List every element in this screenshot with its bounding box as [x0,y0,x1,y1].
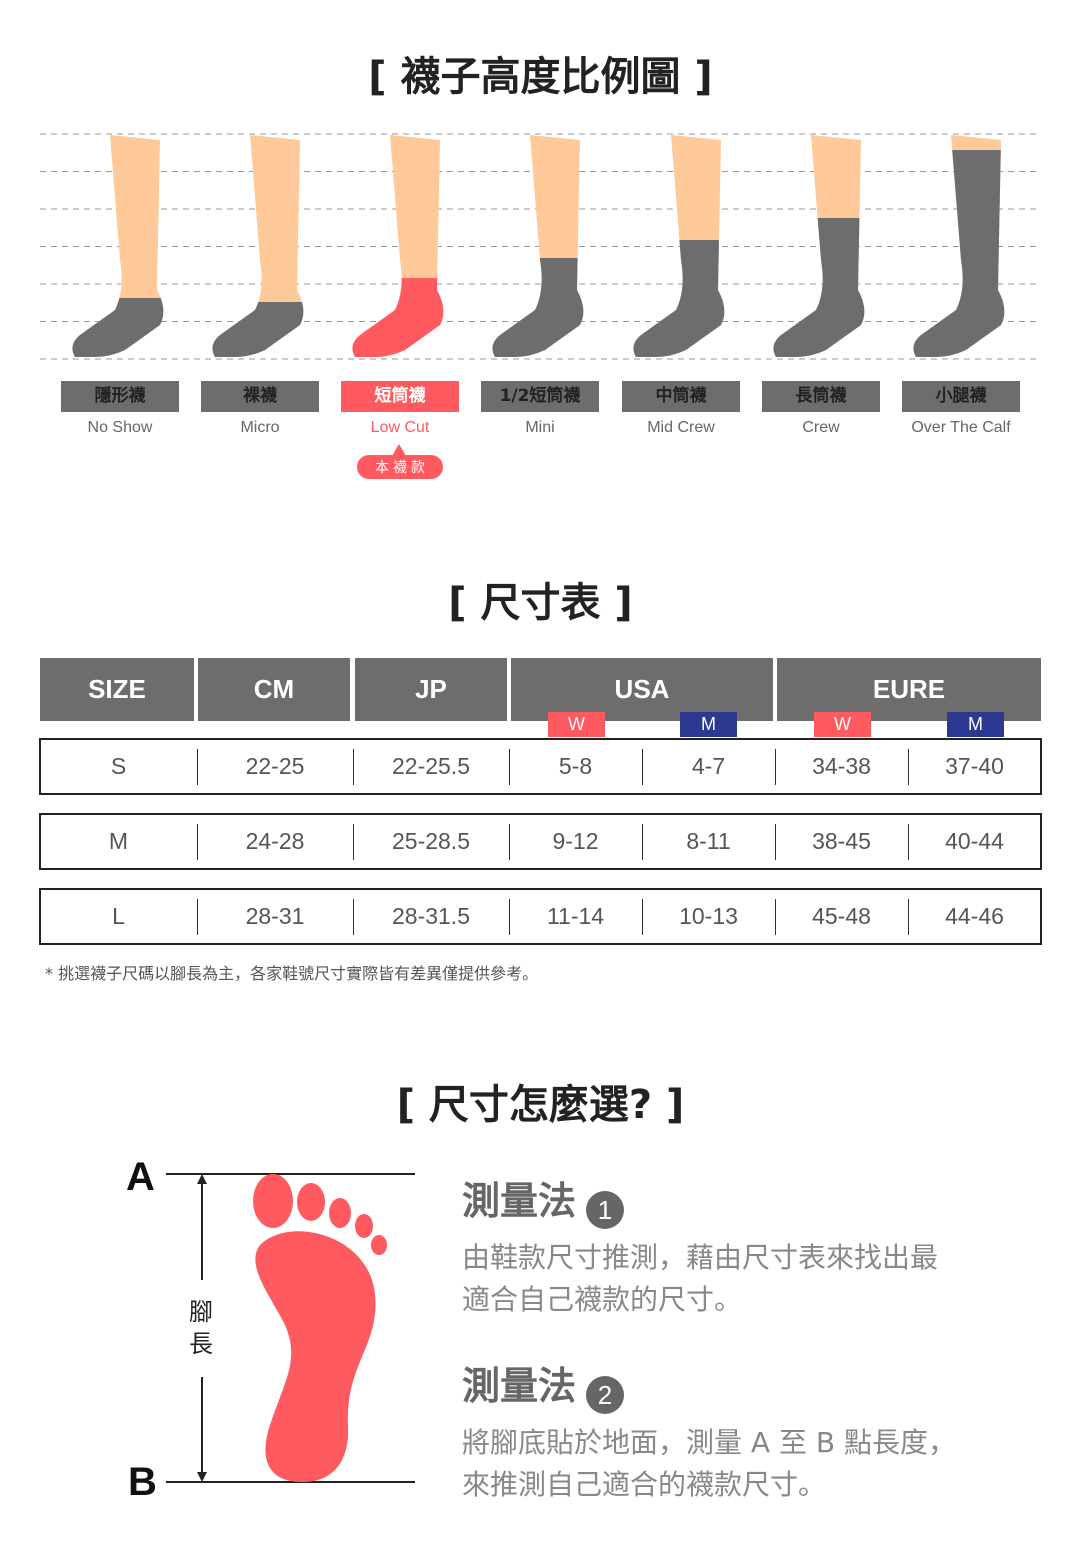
sock-icon [773,218,865,357]
sock-icon [492,258,584,357]
sock-type-4: 中筒襪 [622,381,740,412]
current-style-badge: 本 襪 款 [357,455,443,479]
size-cell: 45-48 [812,903,871,929]
cell-divider [908,824,909,860]
number-badge: 2 [586,1375,625,1414]
leg-icon [212,135,304,357]
usa-men-badge: M [680,712,737,737]
method-text: 來推測自己適合的襪款尺寸。 [462,1467,827,1501]
sock-height-title: [ 襪子高度比例圖 ] [368,54,713,100]
eure-women-badge: W [814,712,871,737]
sock-icon [633,240,725,357]
size-row: S 22-25 22-25.5 5-8 4-7 34-38 37-40 [39,738,1042,795]
header-jp: JP [355,658,507,721]
method-1: 測量法 1 由鞋款尺寸推測，藉由尺寸表來找出最 適合自己襪款的尺寸。 [462,1170,938,1321]
cell-divider [775,899,776,935]
size-cell: 38-45 [812,828,871,854]
sock-type-6: 小腿襪 [902,381,1020,412]
sock-type-0: 隱形襪 [61,381,179,412]
size-cell: 11-14 [546,903,605,929]
cell-divider [353,899,354,935]
cell-divider [197,749,198,785]
size-cell: 40-44 [945,828,1004,854]
header-usa: USA [511,658,773,721]
size-cell: 8-11 [686,828,731,854]
size-cell: 9-12 [552,828,599,854]
point-b-label: B [128,1460,157,1504]
sock-icon [913,150,1005,357]
cell-divider [353,824,354,860]
cell-divider [509,749,510,785]
sock-type-en-2: Low Cut [370,419,430,436]
size-cell: 25-28.5 [391,828,470,854]
size-cell: 10-13 [679,903,738,929]
sock-type-en-3: Mini [525,419,555,436]
size-cell: 4-7 [691,753,726,779]
cell-divider [197,824,198,860]
eure-men-badge: M [947,712,1004,737]
cell-divider [775,749,776,785]
size-cell: L [112,903,125,929]
point-a-label: A [126,1155,155,1199]
size-cell: 28-31 [245,903,305,929]
cell-divider [642,749,643,785]
size-cell: 22-25 [245,753,305,779]
cell-divider [775,824,776,860]
sock-icon [212,302,304,357]
method-2: 測量法 2 將腳底貼於地面，測量 A 至 B 點長度， 來推測自己適合的襪款尺寸。 [462,1355,956,1506]
size-cell: 5-8 [558,753,593,779]
header-eure: EURE [777,658,1041,721]
sock-type-1: 裸襪 [201,381,319,412]
cell-divider [908,899,909,935]
sock-icon [72,298,164,357]
size-cell: 24-28 [245,828,305,854]
sock-type-5: 長筒襪 [762,381,880,412]
method-text: 由鞋款尺寸推測，藉由尺寸表來找出最 [462,1240,939,1274]
pointer-arrow [392,444,406,456]
cell-divider [908,749,909,785]
footprint-icon [253,1174,387,1483]
size-cell: M [108,828,129,854]
size-cell: 22-25.5 [391,753,470,779]
how-to-choose-title: [ 尺寸怎麼選? ] [396,1082,685,1128]
cell-divider [197,899,198,935]
sock-type-en-4: Mid Crew [647,419,715,436]
cell-divider [642,899,643,935]
size-chart-title: [ 尺寸表 ] [448,580,633,626]
cell-divider [509,824,510,860]
method-text: 適合自己襪款的尺寸。 [462,1282,743,1316]
sock-type-2: 短筒襪 [341,381,459,412]
cell-divider [353,749,354,785]
header-size: SIZE [40,658,194,721]
size-cell: S [110,753,127,779]
foot-length-label: 腳長 [189,1298,213,1358]
cell-divider [509,899,510,935]
size-row: L 28-31 28-31.5 11-14 10-13 45-48 44-46 [39,888,1042,945]
sock-type-3: 1/2短筒襪 [481,381,599,412]
sock-icon [352,278,444,357]
sock-type-en-0: No Show [87,419,153,436]
cell-divider [642,824,643,860]
size-cell: 34-38 [812,753,871,779]
usa-women-badge: W [548,712,605,737]
sock-height-illustration [40,133,1041,360]
size-cell: 37-40 [945,753,1004,779]
foot-diagram [166,1173,415,1483]
method-title: 測量法 [462,1179,577,1223]
size-row: M 24-28 25-28.5 9-12 8-11 38-45 40-44 [39,813,1042,870]
sock-type-en-1: Micro [240,419,280,436]
sock-type-en-5: Crew [802,419,840,436]
number-badge: 1 [586,1190,625,1229]
size-cell: 28-31.5 [391,903,470,929]
method-title: 測量法 [462,1364,577,1408]
sock-type-en-6: Over The Calf [911,419,1011,436]
size-note: * 挑選襪子尺碼以腳長為主，各家鞋號尺寸實際皆有差異僅提供參考。 [45,964,539,983]
size-cell: 44-46 [945,903,1004,929]
method-text: 將腳底貼於地面，測量 A 至 B 點長度， [462,1425,956,1459]
header-cm: CM [198,658,350,721]
